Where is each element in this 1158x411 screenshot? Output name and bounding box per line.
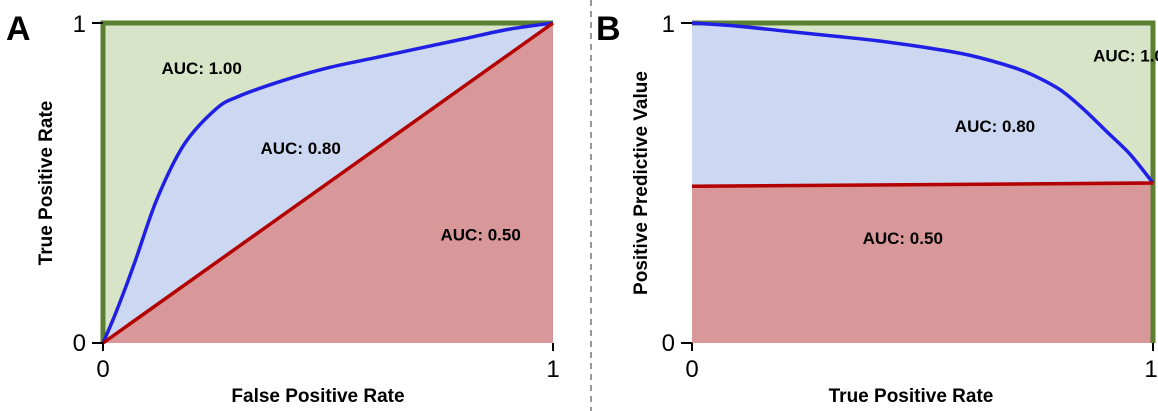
y-tick-label: 0 xyxy=(73,330,86,357)
auc-1-annotation: AUC: 1.00 xyxy=(162,59,242,78)
panel-a: A 0 1 0 1 False Positive Rate True Posit… xyxy=(6,10,560,407)
y-tick-label: 1 xyxy=(73,11,86,38)
auc-0.8-annotation: AUC: 0.80 xyxy=(955,117,1035,136)
auc-1-annotation: AUC: 1.00 xyxy=(1093,46,1158,65)
y-tick-label: 1 xyxy=(662,11,675,38)
auc-0.8-annotation: AUC: 0.80 xyxy=(261,139,341,158)
panel-letter-a: A xyxy=(6,10,31,48)
x-axis-label: True Positive Rate xyxy=(829,386,994,407)
x-tick-label: 1 xyxy=(1144,356,1157,383)
auc-0.5-area xyxy=(692,183,1153,343)
auc-0.5-annotation: AUC: 0.50 xyxy=(441,226,521,245)
x-tick-label: 0 xyxy=(685,356,698,383)
panel-letter-b: B xyxy=(596,10,621,48)
x-tick-label: 0 xyxy=(96,356,109,383)
panel-b: B 0 1 0 1 True Positive Rate Positive Pr… xyxy=(596,10,1158,407)
auc-1-line xyxy=(692,20,1156,343)
auc-0.5-line xyxy=(691,181,1154,188)
x-axis-label: False Positive Rate xyxy=(231,386,404,407)
auc-0.8-line xyxy=(691,21,1155,185)
y-axis-label: True Positive Rate xyxy=(36,101,57,266)
auc-0.5-annotation: AUC: 0.50 xyxy=(863,229,943,248)
y-axis-label: Positive Predictive Value xyxy=(631,71,652,295)
auc-0.5-line xyxy=(101,21,555,345)
y-tick-label: 0 xyxy=(662,330,675,357)
x-tick-label: 1 xyxy=(546,356,559,383)
auc-0.8-line xyxy=(101,21,554,344)
